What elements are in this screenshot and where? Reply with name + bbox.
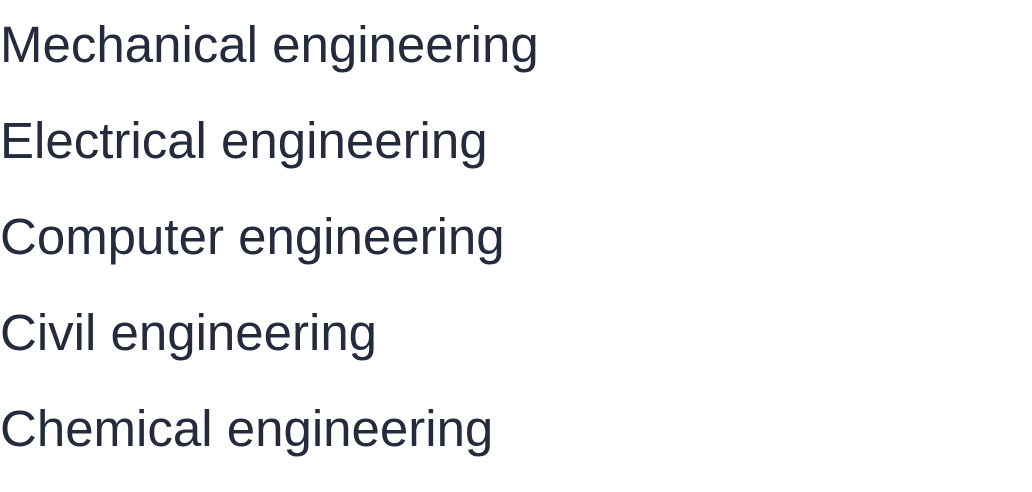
engineering-list: Mechanical engineering Electrical engine…: [0, 12, 539, 492]
list-item-electrical-engineering: Electrical engineering: [0, 112, 488, 169]
list-item-computer-engineering: Computer engineering: [0, 208, 505, 265]
list-item-mechanical-engineering: Mechanical engineering: [0, 16, 539, 73]
list-item-chemical-engineering: Chemical engineering: [0, 400, 494, 457]
list-item-civil-engineering: Civil engineering: [0, 304, 378, 361]
